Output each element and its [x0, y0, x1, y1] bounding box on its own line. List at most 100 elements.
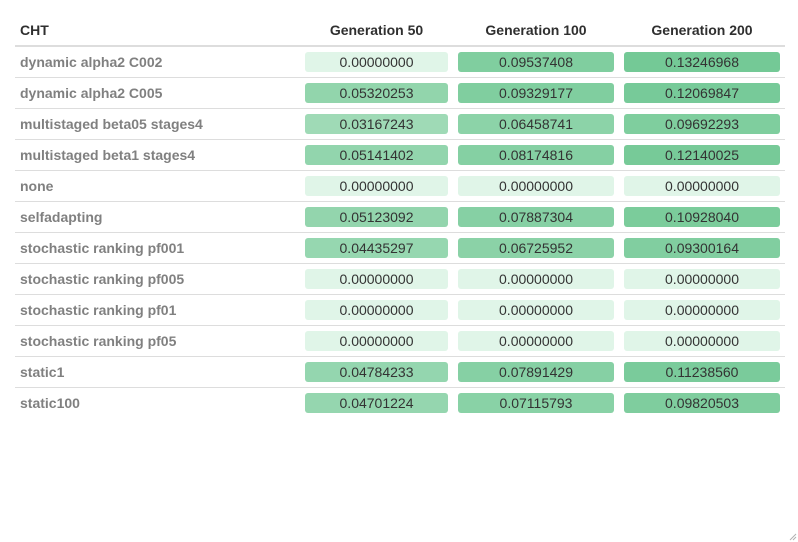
row-label: multistaged beta1 stages4 — [15, 139, 300, 171]
row-label: dynamic alpha2 C005 — [15, 77, 300, 109]
row-label: selfadapting — [15, 201, 300, 233]
resize-grip-icon[interactable] — [788, 532, 797, 541]
value-cell: 0.06458741 — [453, 108, 619, 140]
column-header-cht[interactable]: CHT — [15, 15, 300, 47]
row-label: multistaged beta05 stages4 — [15, 108, 300, 140]
value-pill: 0.09692293 — [624, 114, 780, 134]
value-pill: 0.11238560 — [624, 362, 780, 382]
table-row: dynamic alpha2 C002 0.00000000 0.09537408 0… — [15, 46, 785, 78]
value-pill: 0.06725952 — [458, 238, 614, 258]
value-pill: 0.12069847 — [624, 83, 780, 103]
row-label: dynamic alpha2 C002 — [15, 46, 300, 78]
value-cell: 0.00000000 — [619, 170, 785, 202]
value-pill: 0.09329177 — [458, 83, 614, 103]
value-pill: 0.00000000 — [305, 331, 448, 351]
value-pill: 0.05141402 — [305, 145, 448, 165]
value-pill: 0.03167243 — [305, 114, 448, 134]
value-pill: 0.00000000 — [624, 176, 780, 196]
value-cell: 0.09300164 — [619, 232, 785, 264]
table-row: none 0.00000000 0.00000000 0.00000000 — [15, 170, 785, 202]
value-cell: 0.13246968 — [619, 46, 785, 78]
value-cell: 0.00000000 — [300, 263, 453, 295]
row-label: static100 — [20, 395, 80, 411]
value-cell: 0.06725952 — [453, 232, 619, 264]
value-cell: 0.09692293 — [619, 108, 785, 140]
value-pill: 0.09820503 — [624, 393, 780, 413]
value-pill: 0.10928040 — [624, 207, 780, 227]
value-cell: 0.07887304 — [453, 201, 619, 233]
value-cell: 0.09820503 — [619, 388, 785, 419]
value-pill: 0.07887304 — [458, 207, 614, 227]
results-table: CHT Generation 50 Generation 100 Generat… — [15, 15, 785, 418]
value-pill: 0.07115793 — [458, 393, 614, 413]
row-label: stochastic ranking pf005 — [15, 263, 300, 295]
value-pill: 0.04784233 — [305, 362, 448, 382]
value-pill: 0.00000000 — [305, 52, 448, 72]
table-header: CHT Generation 50 Generation 100 Generat… — [15, 15, 785, 47]
value-cell: 0.07891429 — [453, 356, 619, 388]
value-pill: 0.13246968 — [624, 52, 780, 72]
value-cell: 0.09329177 — [453, 77, 619, 109]
value-cell: 0.09537408 — [453, 46, 619, 78]
value-cell: 0.04784233 — [300, 356, 453, 388]
table-row: multistaged beta05 stages4 0.03167243 0.06… — [15, 108, 785, 140]
value-cell: 0.00000000 — [453, 294, 619, 326]
column-header-generation-100[interactable]: Generation 100 — [453, 15, 619, 47]
table-body: dynamic alpha2 C002 0.00000000 0.09537408 0… — [15, 46, 785, 418]
table-row: static100 0.04701224 0.07115793 0.09820503 — [15, 388, 785, 419]
value-pill: 0.04435297 — [305, 238, 448, 258]
row-label: stochastic ranking pf001 — [15, 232, 300, 264]
value-cell: 0.04435297 — [300, 232, 453, 264]
value-cell: 0.05123092 — [300, 201, 453, 233]
value-pill: 0.00000000 — [458, 269, 614, 289]
row-label: none — [15, 170, 300, 202]
value-pill: 0.05123092 — [305, 207, 448, 227]
value-cell: 0.08174816 — [453, 139, 619, 171]
value-cell: 0.00000000 — [300, 46, 453, 78]
table-row: stochastic ranking pf005 0.00000000 0.0000… — [15, 263, 785, 295]
value-pill: 0.00000000 — [624, 300, 780, 320]
value-cell: 0.11238560 — [619, 356, 785, 388]
value-cell: 0.04701224 — [300, 388, 453, 419]
value-pill: 0.00000000 — [624, 331, 780, 351]
table-row: selfadapting 0.05123092 0.07887304 0.109280… — [15, 201, 785, 233]
value-cell: 0.10928040 — [619, 201, 785, 233]
row-label: static1 — [15, 356, 300, 388]
value-pill: 0.00000000 — [305, 300, 448, 320]
value-pill: 0.00000000 — [305, 176, 448, 196]
value-cell: 0.00000000 — [453, 263, 619, 295]
value-cell: 0.00000000 — [300, 325, 453, 357]
value-pill: 0.00000000 — [624, 269, 780, 289]
table-row: static1 0.04784233 0.07891429 0.11238560 — [15, 356, 785, 388]
table-row: multistaged beta1 stages4 0.05141402 0.081… — [15, 139, 785, 171]
column-header-generation-200[interactable]: Generation 200 — [619, 15, 785, 47]
value-pill: 0.07891429 — [458, 362, 614, 382]
value-cell: 0.00000000 — [619, 325, 785, 357]
value-cell: 0.00000000 — [453, 325, 619, 357]
row-label: stochastic ranking pf01 — [15, 294, 300, 326]
value-pill: 0.06458741 — [458, 114, 614, 134]
value-pill: 0.04701224 — [305, 393, 448, 413]
value-cell: 0.00000000 — [300, 170, 453, 202]
value-pill: 0.05320253 — [305, 83, 448, 103]
value-cell: 0.05141402 — [300, 139, 453, 171]
table-row: dynamic alpha2 C005 0.05320253 0.09329177 0… — [15, 77, 785, 109]
value-cell: 0.07115793 — [453, 388, 619, 419]
value-pill: 0.00000000 — [458, 176, 614, 196]
value-pill: 0.09537408 — [458, 52, 614, 72]
column-header-generation-50[interactable]: Generation 50 — [300, 15, 453, 47]
table-row: stochastic ranking pf05 0.00000000 0.00000… — [15, 325, 785, 357]
value-pill: 0.09300164 — [624, 238, 780, 258]
value-cell: 0.00000000 — [619, 263, 785, 295]
value-cell: 0.00000000 — [453, 170, 619, 202]
row-label: stochastic ranking pf05 — [15, 325, 300, 357]
value-pill: 0.00000000 — [458, 331, 614, 351]
value-pill: 0.00000000 — [305, 269, 448, 289]
value-cell: 0.00000000 — [300, 294, 453, 326]
value-cell: 0.00000000 — [619, 294, 785, 326]
value-pill: 0.08174816 — [458, 145, 614, 165]
value-cell: 0.05320253 — [300, 77, 453, 109]
value-pill: 0.12140025 — [624, 145, 780, 165]
value-pill: 0.00000000 — [458, 300, 614, 320]
